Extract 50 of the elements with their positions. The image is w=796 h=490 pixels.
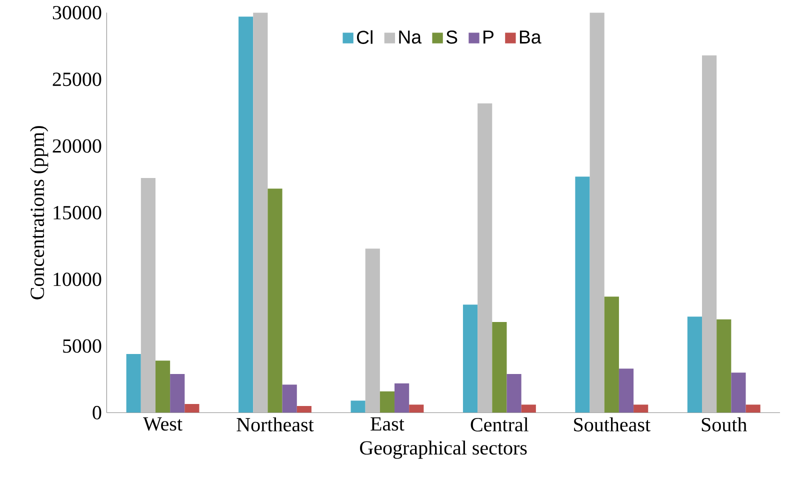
x-axis-title: Geographical sectors	[360, 440, 527, 459]
legend-label: Ba	[520, 30, 542, 44]
y-tick-label: 15000	[54, 206, 102, 220]
x-tick-label: South	[702, 417, 747, 432]
bar	[590, 12, 604, 413]
bar	[365, 248, 380, 413]
y-tick-label: 25000	[52, 72, 102, 86]
y-tick-label: 10000	[54, 272, 102, 286]
bar	[478, 103, 492, 413]
bar	[506, 374, 522, 413]
bar	[155, 360, 170, 413]
x-tick-label: Southeast	[574, 417, 650, 432]
bar	[492, 322, 507, 413]
bar	[253, 12, 268, 413]
bar	[282, 384, 297, 413]
bar	[394, 383, 410, 413]
bar	[604, 296, 619, 413]
bar	[575, 176, 590, 413]
bar	[350, 400, 366, 413]
x-tick-label: Northeast	[236, 417, 314, 432]
bar	[126, 354, 141, 413]
bar	[731, 372, 746, 413]
y-tick-label: 30000	[52, 6, 102, 20]
bar	[634, 404, 648, 413]
bar	[170, 374, 185, 413]
bar	[462, 304, 478, 413]
bar	[409, 404, 424, 413]
y-tick-label: 0	[92, 406, 102, 420]
x-tick-label: East	[370, 417, 404, 431]
bar	[716, 319, 732, 413]
bar	[184, 404, 200, 413]
bar	[618, 368, 634, 413]
bar	[238, 16, 254, 413]
y-tick-label: 20000	[52, 139, 102, 153]
legend-label: S	[446, 30, 458, 44]
bar	[296, 406, 312, 413]
bar	[140, 178, 156, 413]
y-axis-title: Concentrations (ppm)	[30, 126, 48, 300]
bar	[268, 188, 282, 413]
bar	[380, 391, 395, 413]
legend-label: P	[484, 30, 494, 44]
legend-label: Na	[399, 30, 422, 44]
bar	[702, 55, 717, 413]
x-tick-label: West	[143, 417, 182, 431]
legend-label: Cl	[356, 30, 372, 44]
y-tick-label: 5000	[63, 339, 102, 353]
bar	[746, 404, 760, 413]
bar	[687, 316, 702, 413]
bar	[521, 404, 536, 413]
x-tick-label: Central	[470, 417, 528, 432]
